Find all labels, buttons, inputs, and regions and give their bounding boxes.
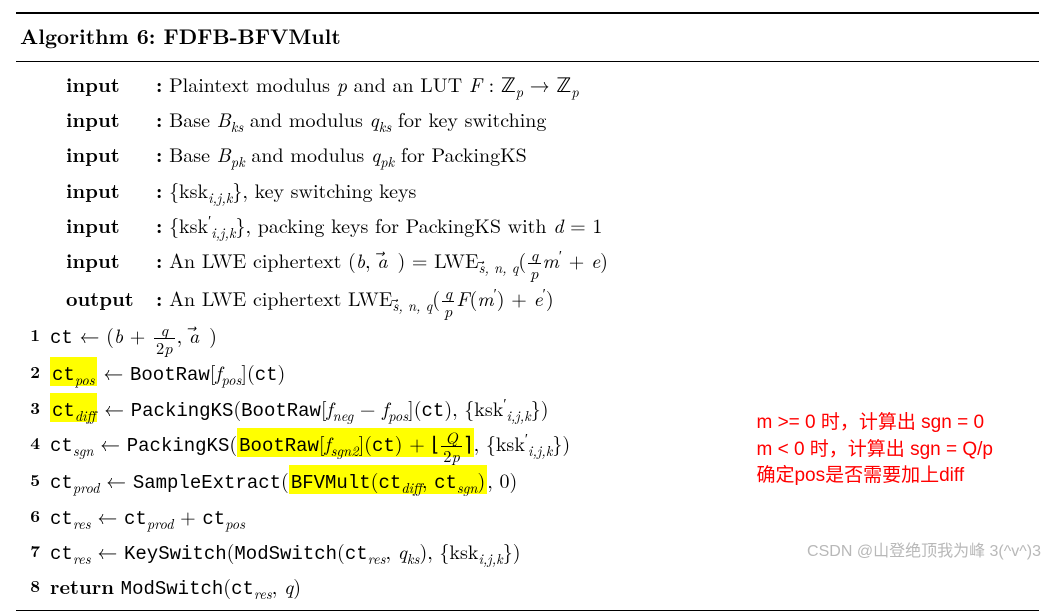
watermark: CSDN @山登绝顶我为峰 3(^v^)3 — [807, 540, 1041, 565]
input-text: Plaintext modulus p and an LUT F : ℤp → … — [169, 69, 579, 98]
input-label: input — [66, 138, 156, 169]
step-body: ctres ← ctprod + ctpos — [50, 500, 1039, 535]
input-line: input: {kski,j,k}, key switching keys — [16, 174, 1039, 209]
step-body: ctpos ← BootRaw[fpos](ct) — [50, 356, 1039, 391]
output-text: An LWE ciphertext LWEs, n, q(qpF(m′) + e… — [169, 283, 554, 312]
annotation-box: m >= 0 时，计算出 sgn = 0 m < 0 时，计算出 sgn = Q… — [756, 410, 993, 490]
input-line: input: Base Bks and modulus qks for key … — [16, 103, 1039, 138]
step-number: 8 — [24, 570, 50, 599]
step-number: 6 — [24, 500, 50, 529]
input-line: input: Plaintext modulus p and an LUT F … — [16, 68, 1039, 103]
input-text: {ksk′i,j,k}, packing keys for PackingKS … — [169, 210, 602, 239]
colon: : — [156, 139, 162, 168]
step-number: 1 — [24, 319, 50, 348]
step-number: 5 — [24, 464, 50, 493]
input-label: input — [66, 103, 156, 134]
algorithm-step: 6ctres ← ctprod + ctpos — [16, 500, 1039, 535]
algorithm-step: 8return ModSwitch(ctres, q) — [16, 570, 1039, 605]
output-label: output — [66, 282, 156, 313]
rule-mid — [16, 61, 1039, 62]
algorithm-step: 2ctpos ← BootRaw[fpos](ct) — [16, 356, 1039, 391]
output-line: output: An LWE ciphertext LWEs, n, q(qpF… — [16, 282, 1039, 319]
input-line: input: {ksk′i,j,k}, packing keys for Pac… — [16, 209, 1039, 244]
input-text: An LWE ciphertext (b, a ) = LWEs, n, q(q… — [169, 245, 608, 274]
annotation-line-3: 确定pos是否需要加上diff — [756, 463, 993, 490]
algorithm-title: Algorithm 6: FDFB-BFVMult — [16, 18, 1039, 55]
input-line: input: Base Bpk and modulus qpk for Pack… — [16, 138, 1039, 173]
input-text: {kski,j,k}, key switching keys — [169, 175, 416, 204]
input-line: input: An LWE ciphertext (b, a ) = LWEs,… — [16, 244, 1039, 281]
step-number: 2 — [24, 356, 50, 385]
step-body: ct ← (b + q2p, a ) — [50, 319, 1039, 356]
algorithm-step: 1ct ← (b + q2p, a ) — [16, 319, 1039, 356]
step-body: return ModSwitch(ctres, q) — [50, 570, 1039, 605]
colon: : — [156, 245, 162, 274]
annotation-line-2: m < 0 时，计算出 sgn = Q/p — [756, 437, 993, 464]
colon: : — [156, 175, 162, 204]
annotation-line-1: m >= 0 时，计算出 sgn = 0 — [756, 410, 993, 437]
input-label: input — [66, 209, 156, 240]
colon: : — [156, 104, 162, 133]
input-label: input — [66, 68, 156, 99]
step-number: 7 — [24, 535, 50, 564]
input-text: Base Bks and modulus qks for key switchi… — [169, 104, 546, 133]
input-text: Base Bpk and modulus qpk for PackingKS — [169, 139, 527, 168]
input-label: input — [66, 174, 156, 205]
step-number: 3 — [24, 392, 50, 421]
step-number: 4 — [24, 427, 50, 456]
colon: : — [156, 210, 162, 239]
rule-top — [16, 12, 1039, 14]
input-label: input — [66, 244, 156, 275]
colon: : — [156, 69, 162, 98]
inputs-block: input: Plaintext modulus p and an LUT F … — [16, 68, 1039, 282]
